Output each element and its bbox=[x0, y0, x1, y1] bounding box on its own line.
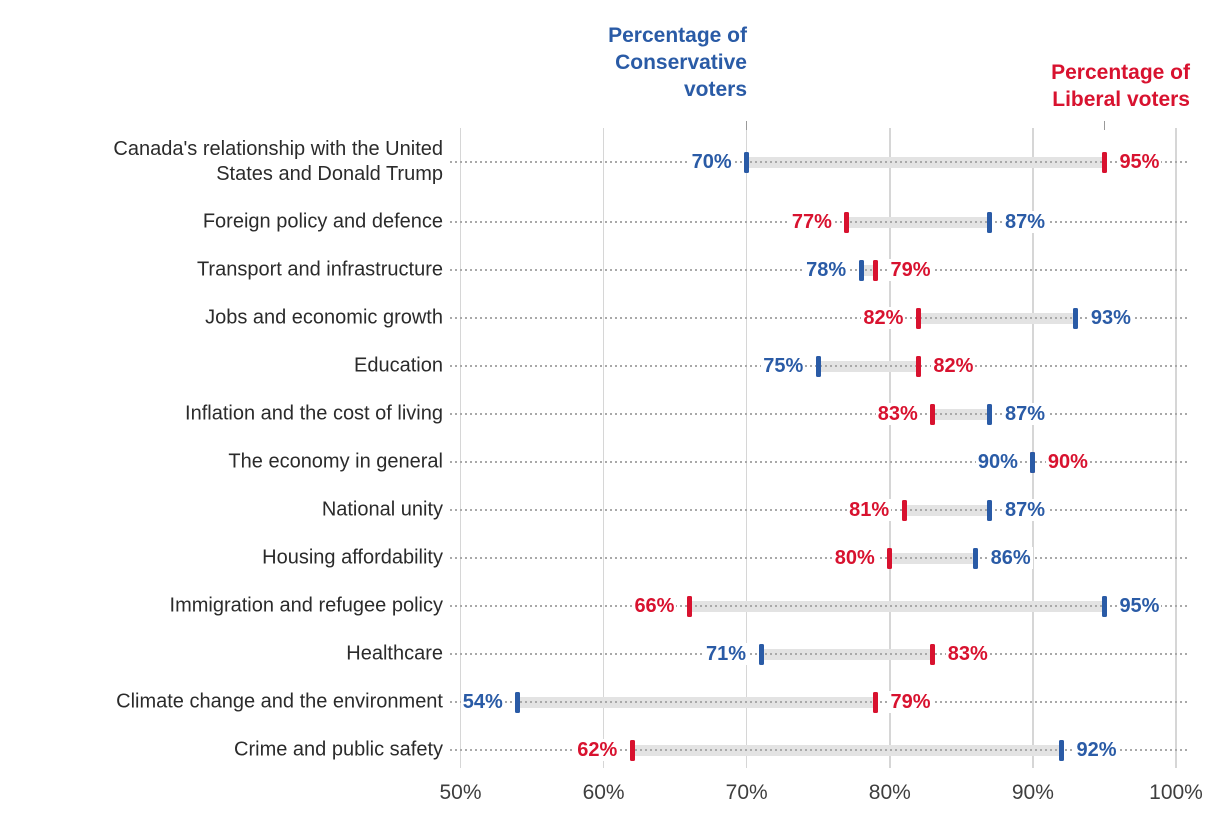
liberal-header-line-1: Percentage of bbox=[1051, 61, 1190, 84]
conservative-value-label: 86% bbox=[988, 547, 1033, 569]
conservative-header-line-2: Conservative bbox=[615, 51, 747, 74]
conservative-value-label: 93% bbox=[1088, 307, 1133, 329]
liberal-value-label: 83% bbox=[945, 643, 990, 665]
liberal-header-line-2: Liberal voters bbox=[1052, 88, 1190, 111]
liberal-marker bbox=[915, 355, 921, 377]
liberal-value-label: 79% bbox=[888, 691, 933, 713]
x-gridline bbox=[889, 128, 891, 768]
category-label: Inflation and the cost of living bbox=[185, 402, 443, 425]
liberal-voters-header: Percentage of Liberal voters bbox=[1051, 59, 1190, 113]
conservative-value-label: 92% bbox=[1074, 739, 1119, 761]
row-leader-line bbox=[450, 461, 1187, 463]
x-gridline bbox=[1032, 128, 1034, 768]
liberal-marker bbox=[872, 259, 878, 281]
conservative-marker bbox=[1101, 595, 1107, 617]
conservative-value-label: 75% bbox=[761, 355, 806, 377]
liberal-value-label: 82% bbox=[931, 355, 976, 377]
x-axis-tick-label: 70% bbox=[725, 781, 768, 804]
x-gridline bbox=[745, 128, 748, 768]
conservative-marker bbox=[858, 259, 864, 281]
conservative-marker bbox=[515, 691, 521, 713]
conservative-callout-tick bbox=[745, 121, 748, 130]
x-axis-tick-label: 50% bbox=[439, 781, 482, 804]
x-gridline bbox=[459, 128, 462, 768]
liberal-value-label: 62% bbox=[575, 739, 620, 761]
conservative-marker bbox=[744, 151, 750, 173]
liberal-marker bbox=[930, 643, 936, 665]
conservative-marker bbox=[987, 211, 993, 233]
x-axis-tick-label: 60% bbox=[582, 781, 625, 804]
liberal-marker bbox=[1101, 151, 1107, 173]
liberal-marker bbox=[872, 691, 878, 713]
conservative-value-label: 87% bbox=[1002, 499, 1047, 521]
conservative-value-label: 90% bbox=[975, 451, 1020, 473]
category-label: Climate change and the environment bbox=[116, 690, 443, 713]
conservative-marker bbox=[973, 547, 979, 569]
row-leader-line bbox=[450, 557, 1187, 559]
conservative-marker bbox=[815, 355, 821, 377]
category-label: The economy in general bbox=[228, 450, 443, 473]
conservative-marker bbox=[987, 403, 993, 425]
liberal-marker bbox=[844, 211, 850, 233]
row-leader-line bbox=[450, 749, 1187, 751]
liberal-value-label: 83% bbox=[875, 403, 920, 425]
conservative-value-label: 71% bbox=[703, 643, 749, 665]
category-label: Healthcare bbox=[346, 642, 443, 665]
category-label: National unity bbox=[321, 498, 443, 521]
conservative-marker bbox=[1030, 451, 1036, 473]
row-leader-line bbox=[450, 509, 1187, 511]
liberal-value-label: 79% bbox=[888, 259, 933, 281]
category-label: Housing affordability bbox=[262, 546, 443, 569]
x-gridline bbox=[1175, 128, 1177, 768]
x-gridline bbox=[602, 128, 605, 768]
liberal-marker bbox=[915, 307, 921, 329]
category-label: Canada's relationship with the United St… bbox=[113, 138, 443, 185]
conservative-value-label: 95% bbox=[1117, 595, 1162, 617]
liberal-marker bbox=[930, 403, 936, 425]
category-label: Foreign policy and defence bbox=[202, 210, 443, 233]
category-label: Education bbox=[354, 354, 443, 377]
liberal-marker bbox=[887, 547, 893, 569]
conservative-value-label: 87% bbox=[1002, 211, 1047, 233]
liberal-marker bbox=[901, 499, 907, 521]
row-leader-line bbox=[450, 653, 1187, 655]
row-leader-line bbox=[450, 605, 1187, 607]
conservative-value-label: 70% bbox=[689, 151, 734, 173]
conservative-header-line-1: Percentage of bbox=[608, 24, 747, 47]
category-label: Immigration and refugee policy bbox=[169, 594, 443, 617]
liberal-marker bbox=[629, 739, 635, 761]
conservative-marker bbox=[1059, 739, 1065, 761]
liberal-value-label: 95% bbox=[1117, 151, 1162, 173]
category-label: Crime and public safety bbox=[234, 738, 443, 761]
x-axis-tick-label: 80% bbox=[868, 781, 911, 804]
liberal-value-label: 66% bbox=[632, 595, 677, 617]
conservative-marker bbox=[987, 499, 993, 521]
liberal-value-label: 90% bbox=[1045, 451, 1090, 473]
liberal-value-label: 77% bbox=[789, 211, 834, 233]
conservative-header-line-3: voters bbox=[683, 78, 747, 101]
conservative-value-label: 78% bbox=[804, 259, 849, 281]
conservative-value-label: 54% bbox=[460, 691, 505, 713]
liberal-value-label: 81% bbox=[847, 499, 892, 521]
category-label: Transport and infrastructure bbox=[196, 258, 443, 281]
liberal-marker bbox=[686, 595, 692, 617]
conservative-marker bbox=[758, 643, 764, 665]
row-leader-line bbox=[450, 317, 1187, 319]
row-leader-line bbox=[450, 413, 1187, 415]
x-axis-tick-label: 100% bbox=[1149, 781, 1203, 804]
liberal-value-label: 80% bbox=[832, 547, 877, 569]
liberal-value-label: 82% bbox=[861, 307, 906, 329]
row-leader-line bbox=[450, 701, 1187, 703]
x-axis-tick-label: 90% bbox=[1011, 781, 1054, 804]
category-label: Jobs and economic growth bbox=[205, 306, 443, 329]
row-leader-line bbox=[450, 161, 1187, 163]
conservative-value-label: 87% bbox=[1002, 403, 1047, 425]
liberal-callout-tick bbox=[1103, 121, 1106, 130]
conservative-marker bbox=[1073, 307, 1079, 329]
conservative-voters-header: Percentage of Conservative voters bbox=[608, 22, 747, 103]
